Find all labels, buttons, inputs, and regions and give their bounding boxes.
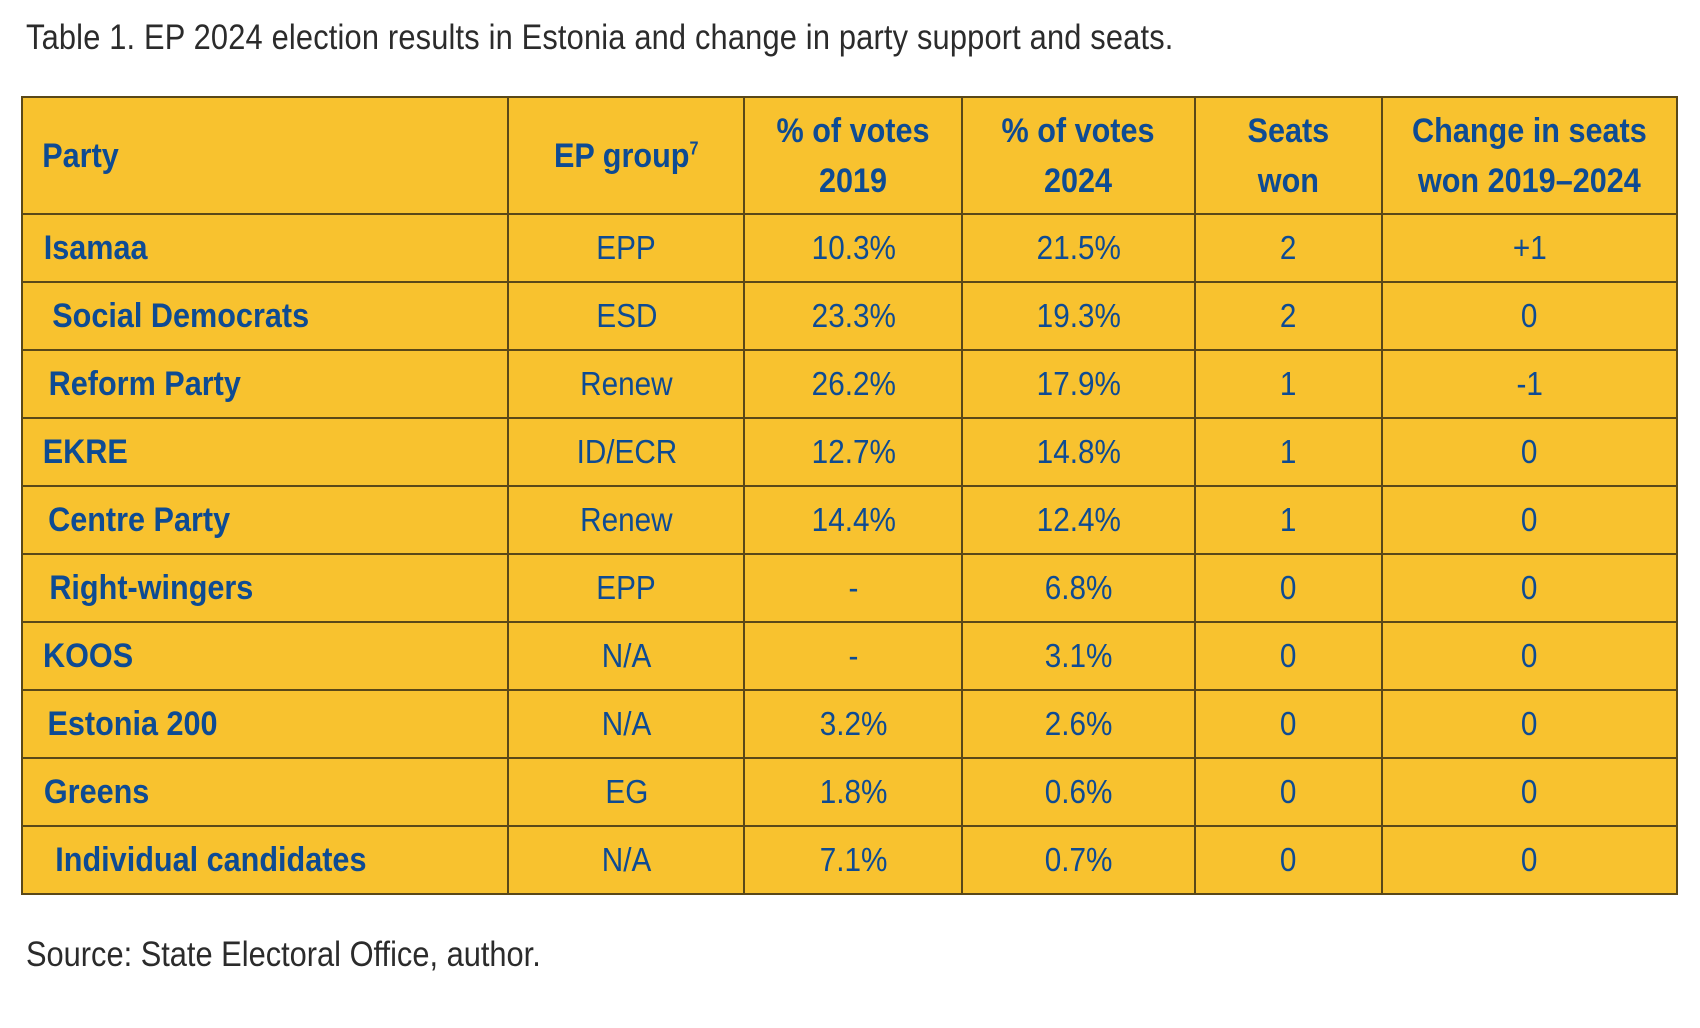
party-cell: EKRE	[20, 417, 510, 487]
source-note: Source: State Electoral Office, author.	[26, 935, 541, 974]
party-cell: KOOS	[20, 621, 510, 691]
table-row: Social Democrats ESD 23.3% 19.3% 2 0	[20, 281, 1678, 351]
table-row: Reform Party Renew 26.2% 17.9% 1 -1	[20, 349, 1678, 419]
party-cell: Right-wingers	[20, 553, 510, 623]
election-results-table: Party EP group7 % of votes 2019 % of vote…	[20, 96, 1678, 895]
seats-cell: 0	[1193, 757, 1384, 827]
group-cell: EPP	[507, 213, 746, 283]
header-votes-2019: % of votes 2019	[743, 96, 964, 215]
change-cell: +1	[1381, 213, 1678, 283]
seats-cell: 1	[1193, 485, 1384, 555]
votes-2024-cell: 17.9%	[961, 349, 1196, 419]
votes-2019-cell: 3.2%	[743, 689, 964, 759]
change-cell: 0	[1381, 825, 1678, 895]
votes-2019-cell: 12.7%	[743, 417, 964, 487]
seats-cell: 0	[1193, 689, 1384, 759]
group-cell: N/A	[507, 689, 746, 759]
party-cell: Individual candidates	[20, 825, 510, 895]
group-cell: N/A	[507, 621, 746, 691]
party-cell: Estonia 200	[20, 689, 510, 759]
table-row: Estonia 200 N/A 3.2% 2.6% 0 0	[20, 689, 1678, 759]
table-row: Isamaa EPP 10.3% 21.5% 2 +1	[20, 213, 1678, 283]
change-cell: 0	[1381, 553, 1678, 623]
change-cell: 0	[1381, 621, 1678, 691]
seats-cell: 2	[1193, 213, 1384, 283]
header-ep-group: EP group7	[507, 96, 746, 215]
change-cell: 0	[1381, 757, 1678, 827]
footnote-marker: 7	[689, 138, 699, 159]
group-cell: Renew	[507, 349, 746, 419]
votes-2024-cell: 0.7%	[961, 825, 1196, 895]
votes-2024-cell: 21.5%	[961, 213, 1196, 283]
header-seats-won: Seats won	[1193, 96, 1384, 215]
seats-cell: 0	[1193, 621, 1384, 691]
votes-2019-cell: 7.1%	[743, 825, 964, 895]
party-cell: Isamaa	[20, 213, 510, 283]
votes-2024-cell: 12.4%	[961, 485, 1196, 555]
votes-2024-cell: 14.8%	[961, 417, 1196, 487]
group-cell: ID/ECR	[507, 417, 746, 487]
change-cell: 0	[1381, 689, 1678, 759]
header-change-in-seats: Change in seats won 2019–2024	[1381, 96, 1678, 215]
seats-cell: 2	[1193, 281, 1384, 351]
seats-cell: 0	[1193, 825, 1384, 895]
change-cell: 0	[1381, 485, 1678, 555]
party-cell: Centre Party	[20, 485, 510, 555]
party-cell: Social Democrats	[20, 281, 510, 351]
group-cell: ESD	[507, 281, 746, 351]
votes-2019-cell: 23.3%	[743, 281, 964, 351]
seats-cell: 0	[1193, 553, 1384, 623]
change-cell: -1	[1381, 349, 1678, 419]
header-votes-2024: % of votes 2024	[961, 96, 1196, 215]
table-row: Greens EG 1.8% 0.6% 0 0	[20, 757, 1678, 827]
table-row: KOOS N/A - 3.1% 0 0	[20, 621, 1678, 691]
votes-2019-cell: 1.8%	[743, 757, 964, 827]
votes-2019-cell: 26.2%	[743, 349, 964, 419]
header-party: Party	[20, 96, 510, 215]
group-cell: N/A	[507, 825, 746, 895]
party-cell: Reform Party	[20, 349, 510, 419]
votes-2019-cell: 14.4%	[743, 485, 964, 555]
group-cell: EPP	[507, 553, 746, 623]
votes-2024-cell: 2.6%	[961, 689, 1196, 759]
table-header-row: Party EP group7 % of votes 2019 % of vote…	[20, 96, 1678, 215]
change-cell: 0	[1381, 281, 1678, 351]
table-row: EKRE ID/ECR 12.7% 14.8% 1 0	[20, 417, 1678, 487]
votes-2024-cell: 6.8%	[961, 553, 1196, 623]
seats-cell: 1	[1193, 417, 1384, 487]
group-cell: EG	[507, 757, 746, 827]
votes-2024-cell: 19.3%	[961, 281, 1196, 351]
votes-2024-cell: 3.1%	[961, 621, 1196, 691]
votes-2019-cell: -	[743, 553, 964, 623]
votes-2019-cell: -	[743, 621, 964, 691]
table-row: Right-wingers EPP - 6.8% 0 0	[20, 553, 1678, 623]
table-row: Centre Party Renew 14.4% 12.4% 1 0	[20, 485, 1678, 555]
votes-2019-cell: 10.3%	[743, 213, 964, 283]
table-row: Individual candidates N/A 7.1% 0.7% 0 0	[20, 825, 1678, 895]
table-caption: Table 1. EP 2024 election results in Est…	[26, 18, 1174, 57]
change-cell: 0	[1381, 417, 1678, 487]
seats-cell: 1	[1193, 349, 1384, 419]
group-cell: Renew	[507, 485, 746, 555]
party-cell: Greens	[20, 757, 510, 827]
votes-2024-cell: 0.6%	[961, 757, 1196, 827]
